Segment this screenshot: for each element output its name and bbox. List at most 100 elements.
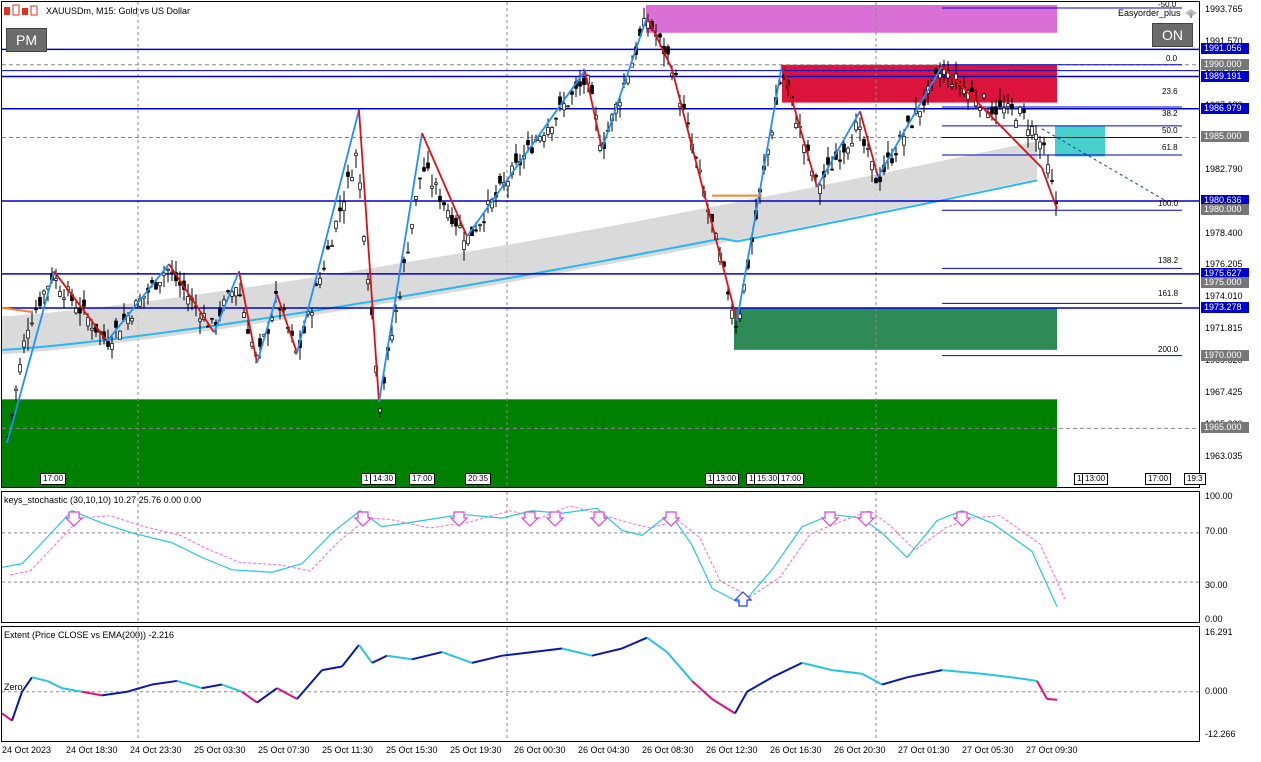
extent-line-segment [321,665,343,672]
candle-body [842,143,846,153]
projection-line [1041,128,1168,202]
candle-body [894,153,898,156]
demand-zone [734,307,1057,350]
candle-body [334,220,338,229]
candle-body [982,93,986,99]
candle-body [1026,129,1030,136]
chart-type-icon [3,4,39,18]
candle-body [422,167,426,172]
main-chart-pane[interactable] [1,1,1200,488]
time-tag: 19:3 [1184,473,1206,485]
price-axis-label: 1976.205 [1205,259,1243,270]
candle-body [366,279,370,285]
candle-body [950,84,954,87]
candle-body [170,271,174,274]
stoch-axis-label: 30.00 [1205,580,1228,590]
candle-body [506,181,510,187]
candle-body [42,290,46,295]
extent-pane[interactable] [1,626,1200,742]
candle-body [438,195,442,202]
zigzag-wave [358,109,380,403]
candle-body [346,171,350,177]
candle-body [530,147,534,154]
extent-line-segment [31,676,48,682]
candle-body [342,201,346,212]
candle-body [414,195,418,200]
zigzag-wave [859,111,879,178]
time-tag: 13:00 [713,473,740,485]
sell-arrow-icon [661,511,681,527]
extent-line-segment [296,669,323,700]
candle-body [458,225,462,228]
extent-line-segment [371,654,388,664]
candle-body [398,296,402,299]
candle-body [542,135,546,142]
time-axis-label: 25 Oct 03:30 [194,745,246,755]
candle-body [242,312,246,318]
price-axis-label: 1991.570 [1205,35,1243,46]
zigzag-wave [877,65,943,178]
candle-body [838,159,842,162]
candle-body [862,139,866,146]
candle-body [550,127,554,134]
candle-body [1018,106,1022,115]
zigzag-wave [256,294,278,364]
extent-line-segment [561,647,593,657]
candle-body [514,153,518,163]
extent-line-segment [151,679,178,686]
candle-body [994,106,998,115]
pm-button[interactable]: PM [6,28,47,52]
price-axis-label: 1963.035 [1205,451,1243,461]
time-tag: 14:30 [370,473,397,485]
ema-band [2,141,1037,355]
price-level-box: 1970.000 [1201,349,1249,361]
extent-canvas [2,627,1199,741]
extent-title: Extent (Price CLOSE vs EMA(200)) -2.216 [4,630,175,640]
extent-line-segment [801,661,833,672]
extent-line-segment [101,690,128,697]
extent-line-segment [746,676,773,693]
time-axis-label: 25 Oct 11:30 [322,745,373,755]
candle-body [566,105,570,108]
time-axis-label: 25 Oct 15:30 [386,745,438,755]
candle-body [858,126,862,130]
extent-line-segment [276,687,298,700]
candle-body [846,147,850,154]
candle-body [818,184,822,194]
candle-body [34,308,38,311]
stochastic-pane[interactable] [1,491,1200,623]
price-chart-canvas[interactable] [2,2,1200,488]
on-button[interactable]: ON [1152,23,1193,47]
candle-body [1050,180,1054,182]
candle-body [1046,164,1050,174]
time-axis-label: 26 Oct 00:30 [514,745,566,755]
extent-line-segment [411,651,443,661]
candle-body [338,207,342,212]
zigzag-wave [296,109,360,354]
zigzag-wave [646,16,673,70]
candle-body [874,178,878,184]
time-tag: 20:35 [465,473,492,485]
time-axis-label: 26 Oct 04:30 [578,745,630,755]
candle-body [198,318,202,322]
zigzag-wave [106,263,170,342]
candle-body [154,282,158,290]
candle-body [850,142,854,147]
zigzag-wave [53,270,108,342]
candle-body [130,318,134,322]
candle-body [322,267,326,270]
candle-body [246,329,250,334]
extent-zero-label: Zero [4,682,23,692]
candle-body [442,202,446,206]
candle-body [934,68,938,74]
candle-body [618,102,622,107]
price-axis-label: 1993.765 [1205,4,1243,14]
extent-line-segment [501,651,533,657]
extent-line-segment [81,690,103,697]
extent-line-segment [441,651,473,664]
candle-body [998,100,1002,107]
extent-line-segment [2,712,13,722]
candle-body [390,335,394,341]
extent-line-segment [981,672,1013,679]
extent-line-segment [176,679,203,690]
